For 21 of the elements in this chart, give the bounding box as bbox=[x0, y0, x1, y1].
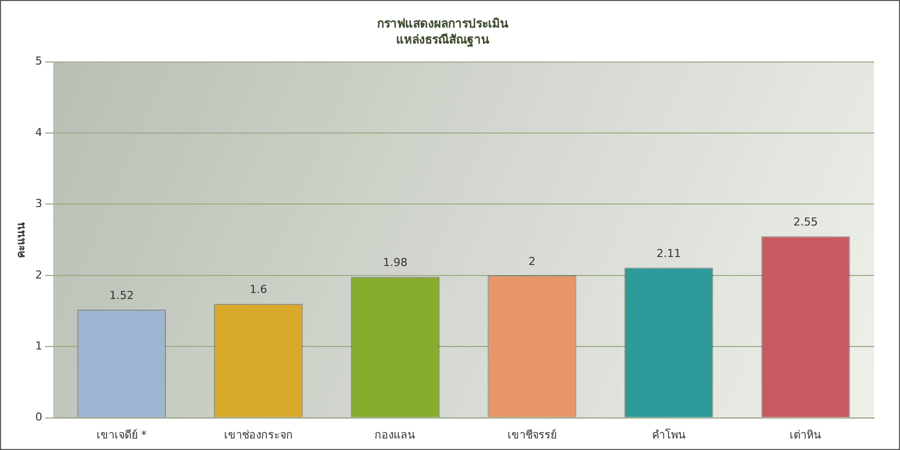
chart-subtitle: แหล่งธรณีสัณฐาน bbox=[396, 32, 490, 48]
data-label: 1.6 bbox=[250, 283, 268, 296]
data-label: 2.11 bbox=[656, 246, 682, 260]
y-axis-title: คะแนน bbox=[14, 222, 28, 258]
data-label: 1.52 bbox=[109, 288, 134, 302]
y-tick-label: 4 bbox=[35, 126, 42, 139]
x-tick-label: เขาชีจรรย์ bbox=[508, 428, 556, 442]
y-tick-label: 0 bbox=[35, 410, 42, 424]
x-tick-label: เขาช่องกระจก bbox=[224, 428, 293, 442]
data-label: 2.55 bbox=[793, 216, 818, 229]
x-tick-label: เต่าหิน bbox=[790, 428, 822, 442]
data-label: 2 bbox=[528, 254, 536, 268]
chart-title: กราฟแสดงผลการประเมิน bbox=[377, 16, 509, 30]
x-tick-label: กองแลน bbox=[374, 428, 416, 442]
y-tick-label: 2 bbox=[35, 268, 42, 282]
y-tick-label: 1 bbox=[35, 339, 42, 352]
x-tick-label: คำโพน bbox=[652, 427, 686, 442]
y-tick-label: 5 bbox=[35, 54, 42, 68]
x-tick-label: เขาเจดีย์ * bbox=[96, 428, 148, 442]
data-label: 1.98 bbox=[382, 256, 408, 270]
y-tick-label: 3 bbox=[35, 197, 42, 210]
